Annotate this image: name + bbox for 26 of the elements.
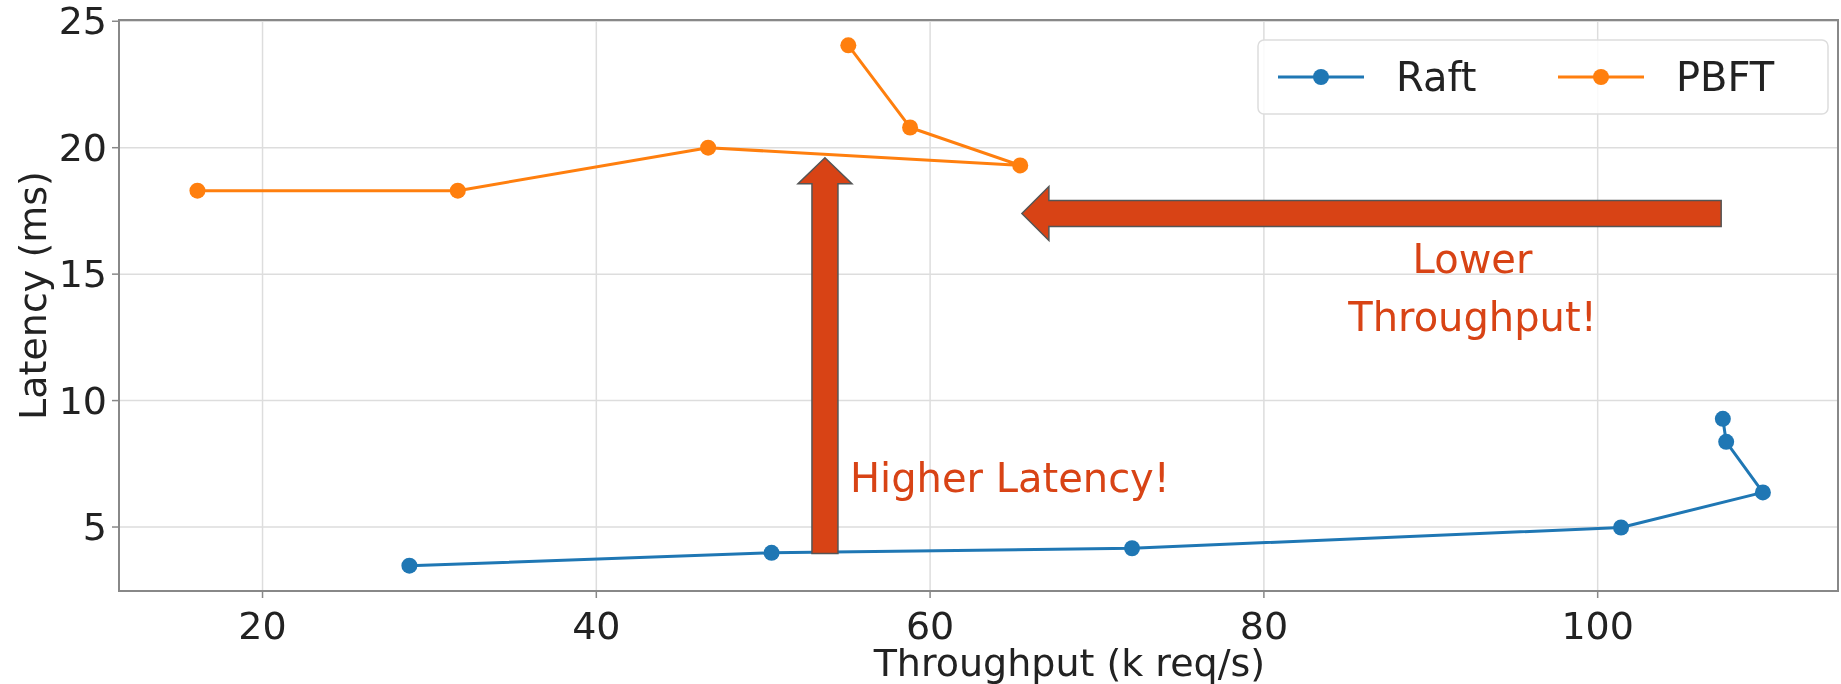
point <box>902 119 919 136</box>
legend-label: Raft <box>1396 54 1477 100</box>
y-axis-title: Latency (ms) <box>11 171 55 420</box>
x-tick-label: 20 <box>238 604 287 648</box>
point <box>763 544 780 561</box>
point <box>1124 540 1141 557</box>
annotation: Lower Throughput! <box>1347 235 1597 340</box>
x-tick-label: 40 <box>572 604 621 648</box>
point <box>700 139 717 156</box>
y-tick-label: 20 <box>58 125 107 170</box>
legend-label: PBFT <box>1676 54 1775 100</box>
y-tick-label: 15 <box>58 252 107 297</box>
point <box>1613 519 1630 536</box>
point <box>189 182 206 199</box>
point <box>1012 157 1029 174</box>
y-tick-label: 5 <box>82 505 107 550</box>
x-tick-label: 100 <box>1561 604 1634 648</box>
annotation: Higher Latency! <box>849 454 1170 501</box>
point <box>449 182 466 199</box>
y-tick-label: 25 <box>58 0 107 44</box>
y-tick-label: 10 <box>58 378 107 423</box>
point <box>401 557 418 574</box>
point <box>1754 484 1771 501</box>
point <box>840 37 857 54</box>
point <box>1714 410 1731 427</box>
point <box>1718 433 1735 450</box>
